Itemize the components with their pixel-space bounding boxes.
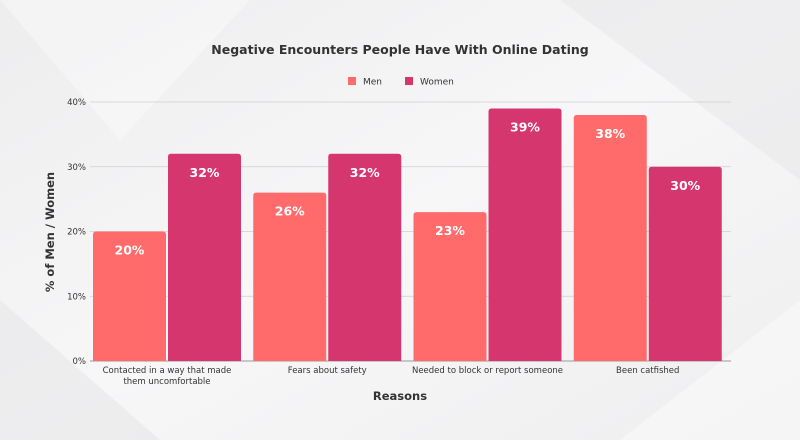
x-axis-ticks: Contacted in a way that made them uncomfo… — [103, 366, 680, 387]
y-tick-label: 40% — [67, 98, 86, 108]
x-tick-label: Fears about safety — [288, 366, 367, 376]
data-labels: 20% 26% 23% 38% 32% 32% 39% 30% — [115, 119, 701, 257]
bar-value-label: 20% — [115, 243, 145, 258]
bar-men — [93, 231, 166, 361]
bars — [93, 108, 722, 361]
legend-label-men: Men — [363, 78, 382, 88]
x-tick-label: Been catfished — [616, 366, 679, 376]
bar-men — [413, 212, 487, 361]
bar-value-label: 32% — [350, 165, 380, 180]
bar-value-label: 38% — [595, 126, 625, 141]
x-tick-label: Needed to block or report someone — [412, 366, 563, 376]
bar-women — [168, 153, 241, 361]
chart-title: Negative Encounters People Have With Onl… — [211, 42, 588, 57]
background-facet — [620, 300, 800, 440]
legend-label-women: Women — [420, 78, 454, 88]
bar-value-label: 26% — [275, 204, 305, 219]
x-tick-label: Contacted in a way that made them uncomfo… — [103, 366, 232, 387]
y-axis-ticks: 0% 10% 20% 30% 40% — [67, 98, 86, 367]
bar-women — [328, 153, 402, 361]
y-tick-label: 0% — [73, 357, 87, 367]
legend-swatch-men — [348, 77, 356, 85]
bar-men — [253, 192, 327, 361]
y-tick-label: 30% — [67, 163, 86, 173]
background-facet — [0, 0, 250, 140]
legend: Men Women — [348, 77, 454, 88]
legend-swatch-women — [405, 77, 413, 85]
background-facet — [0, 300, 160, 440]
bar-value-label: 30% — [670, 178, 700, 193]
bar-women — [488, 108, 562, 361]
bar-women — [648, 166, 722, 361]
bar-value-label: 23% — [435, 223, 465, 238]
bar-value-label: 39% — [510, 119, 540, 134]
y-tick-label: 20% — [67, 228, 86, 238]
bar-value-label: 32% — [190, 165, 220, 180]
bar-men — [573, 114, 647, 361]
background-facet — [560, 0, 800, 180]
x-axis-label: Reasons — [373, 389, 427, 403]
y-tick-label: 10% — [67, 292, 86, 302]
y-axis-label: % of Men / Women — [43, 172, 57, 292]
